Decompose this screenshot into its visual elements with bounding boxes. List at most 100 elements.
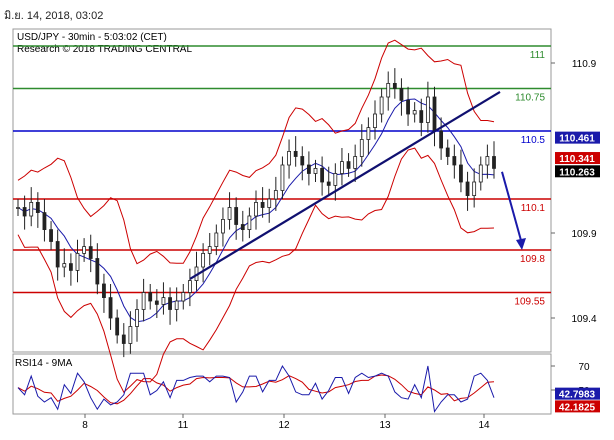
price-label-2: 110.263 [559, 167, 595, 178]
candles [16, 68, 496, 358]
candle-body-6 [55, 241, 60, 268]
candle-body-13 [102, 283, 106, 298]
projection-line [501, 171, 523, 245]
x-tick-label-1: 11 [178, 420, 189, 431]
candle-body-38 [267, 198, 272, 208]
candle-body-34 [240, 224, 245, 230]
candle-body-69 [472, 181, 477, 196]
price-box-0 [555, 131, 600, 144]
candle-body-54 [373, 113, 377, 128]
candle-body-29 [207, 246, 212, 254]
rsi-box-1 [555, 400, 600, 413]
candle-body-39 [273, 190, 278, 200]
candle-body-32 [227, 207, 232, 220]
level-label-2: 110.5 [521, 135, 546, 146]
indicator-title: RSI14 - 9MA [15, 358, 73, 369]
date-label: มิ.ย. 14, 2018, 03:02 [4, 10, 104, 22]
candle-body-40 [280, 164, 285, 191]
rsi-panel [12, 353, 552, 415]
candle-body-66 [452, 156, 457, 166]
candle-body-52 [359, 139, 364, 157]
level-label-0: 111 [530, 50, 546, 61]
candle-body-58 [399, 88, 404, 101]
candle-body-47 [326, 181, 331, 186]
candle-body-37 [260, 201, 265, 208]
rsi-value-1: 42.1825 [559, 402, 596, 413]
candle-body-10 [82, 246, 87, 254]
candle-body-57 [392, 83, 397, 89]
candle-body-31 [221, 218, 225, 234]
candle-body-65 [445, 147, 450, 157]
candle-body-7 [62, 263, 67, 268]
chart-subtitle: Research © 2018 TRADING CENTRAL [17, 44, 192, 55]
y-axis: 110.9 109.9 109.4 [551, 59, 597, 325]
y-tick-label-2: 109.4 [571, 314, 596, 325]
candle-body-60 [412, 110, 417, 115]
trendlines [189, 90, 526, 280]
band-lower [17, 147, 495, 394]
level-label-4: 109.8 [520, 254, 545, 265]
candle-body-17 [128, 326, 133, 344]
x-tick-label-3: 13 [379, 420, 391, 431]
candle-body-3 [35, 201, 40, 213]
candle-body-70 [478, 164, 483, 183]
candle-body-59 [406, 100, 410, 115]
candle-body-68 [465, 181, 470, 196]
candle-body-20 [148, 292, 153, 302]
candle-body-51 [353, 156, 358, 169]
candle-body-15 [115, 317, 120, 336]
candle-body-1 [22, 207, 27, 217]
x-tick-label-4: 14 [478, 420, 490, 431]
candle-body-45 [313, 167, 318, 174]
candle-body-72 [492, 156, 496, 169]
candle-body-26 [187, 280, 192, 293]
candle-body-50 [346, 161, 351, 169]
price-markers: 110.461 110.341 110.263 [555, 131, 600, 178]
candle-body-67 [459, 164, 463, 183]
level-label-3: 110.1 [521, 203, 546, 214]
rsi-line [17, 364, 495, 413]
rsi-value-0: 42.7983 [559, 390, 596, 401]
candle-body-16 [121, 334, 126, 344]
candle-body-21 [154, 300, 159, 305]
candle-body-62 [425, 96, 430, 123]
x-axis: 8 11 12 13 14 [82, 414, 490, 431]
y-tick-label-1: 109.9 [571, 229, 596, 240]
candle-body-28 [201, 252, 206, 268]
candle-body-2 [29, 201, 34, 217]
candle-body-4 [42, 212, 47, 231]
candle-body-14 [108, 297, 113, 319]
level-label-5: 109.55 [514, 297, 545, 308]
rsi-ma-line [17, 374, 495, 405]
candle-body-49 [340, 161, 344, 174]
candle-body-35 [247, 215, 252, 230]
candle-body-64 [439, 130, 444, 149]
candle-body-5 [49, 229, 53, 242]
candle-body-23 [168, 297, 172, 310]
band-upper [17, 39, 495, 265]
candle-body-0 [16, 207, 20, 209]
candle-body-41 [287, 150, 291, 166]
price-label-1: 110.341 [559, 154, 595, 165]
rsi-box-0 [555, 387, 600, 400]
x-tick-label-0: 8 [82, 420, 88, 431]
candle-body-25 [181, 292, 186, 302]
candle-body-33 [234, 207, 239, 225]
candle-body-19 [141, 292, 146, 310]
candle-body-63 [432, 96, 437, 132]
level-label-1: 110.75 [515, 93, 545, 104]
candle-body-43 [300, 156, 305, 166]
candle-body-56 [386, 83, 391, 98]
candle-body-11 [88, 246, 93, 259]
chart-title: USD/JPY - 30min - 5:03:02 (CET) [17, 32, 167, 43]
trend-line [189, 90, 501, 280]
candle-body-44 [306, 164, 311, 174]
rsi-tick-label-0: 70 [578, 362, 590, 373]
x-tick-label-2: 12 [278, 420, 290, 431]
price-label-0: 110.461 [559, 134, 595, 145]
candle-body-30 [214, 232, 219, 248]
projection-arrowhead [516, 238, 526, 250]
candle-body-22 [161, 297, 166, 305]
candle-body-36 [254, 201, 258, 217]
candle-body-18 [135, 309, 139, 327]
